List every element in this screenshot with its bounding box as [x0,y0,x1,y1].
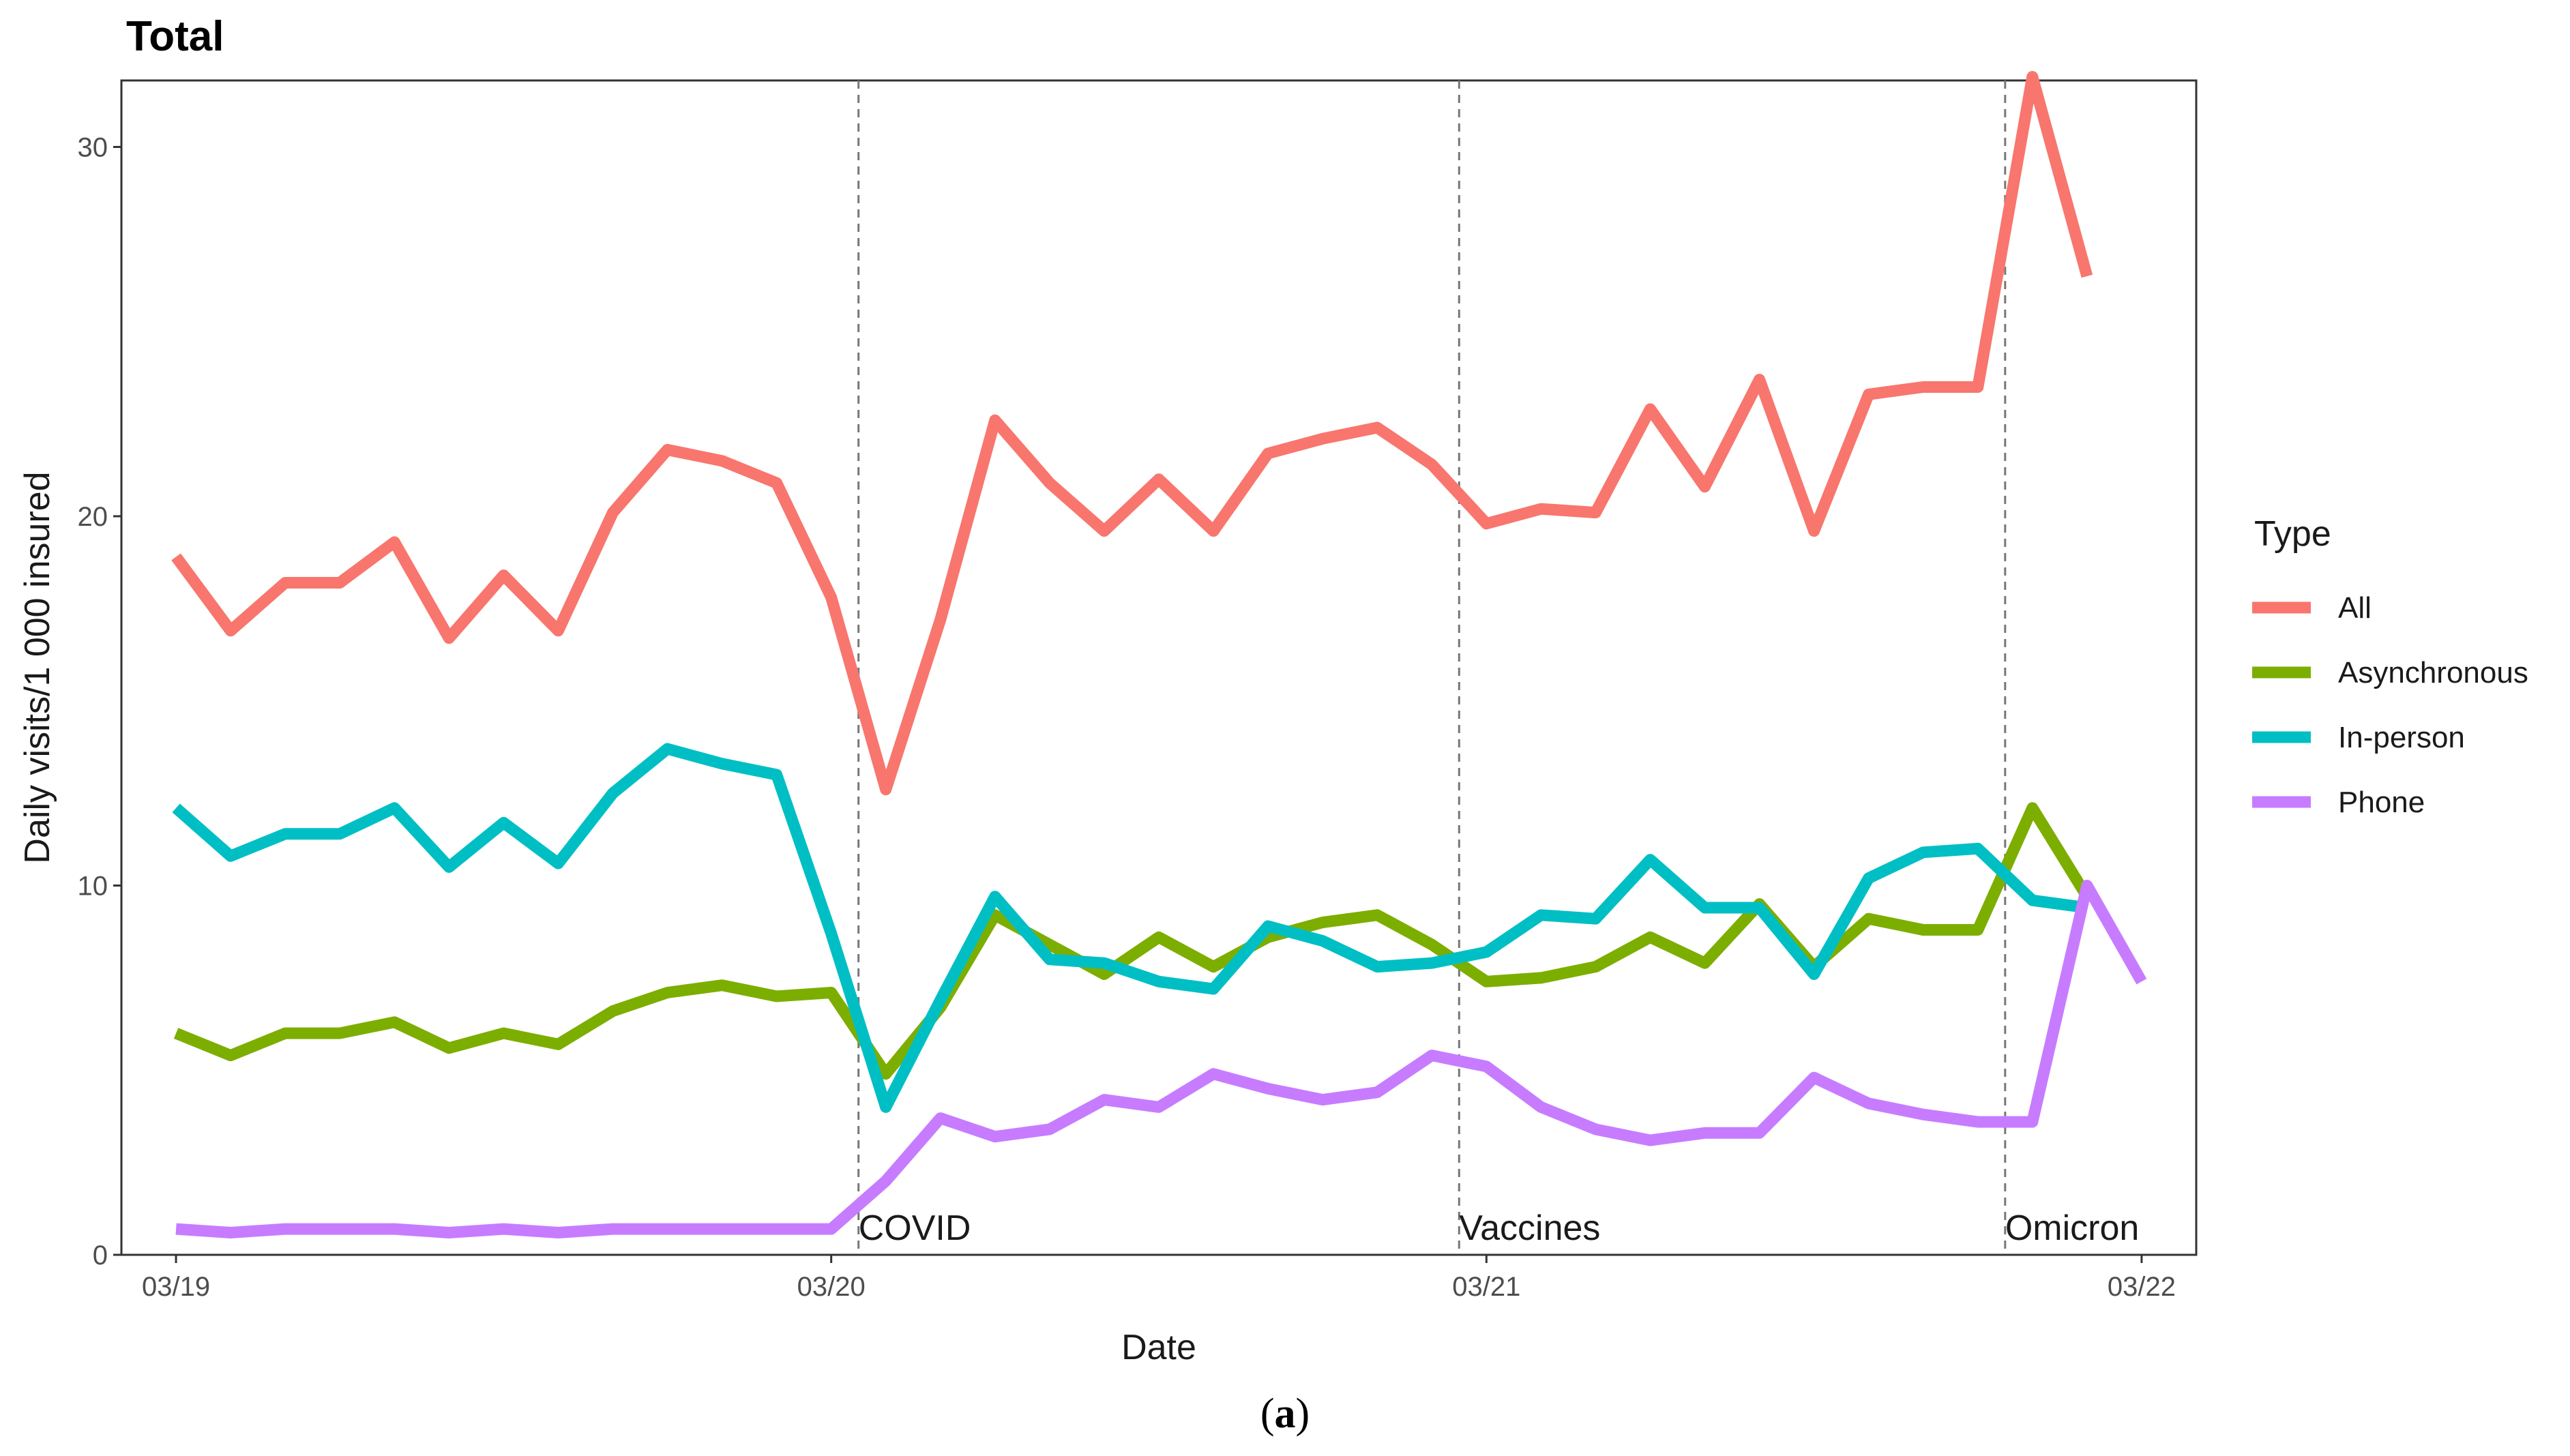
legend-label: Phone [2338,786,2425,819]
series-line [173,802,2093,1080]
series-lines [171,71,2147,1238]
y-tick-label: 10 [78,871,108,901]
caption-letter: a [1275,1391,1296,1437]
plot-area [120,79,2198,1256]
chart-title: Total [126,13,224,60]
event-lines [857,80,2007,1255]
event-label: Omicron [2005,1208,2139,1248]
legend-label: Asynchronous [2338,656,2528,689]
x-tick-label: 03/20 [797,1272,866,1302]
legend-label: All [2338,591,2372,625]
event-label: COVID [859,1208,971,1248]
legend-title: Type [2254,514,2331,554]
x-tick-label: 03/21 [1452,1272,1520,1302]
y-axis-label: Daily visits/1 000 insured [18,471,57,863]
plot-border [120,79,2198,1256]
legend: Type All Asynchronous In-person Phone [2252,514,2528,819]
legend-label: In-person [2338,721,2465,754]
series-line [175,880,2147,1238]
y-axis: 0 10 20 30 [78,132,121,1271]
caption-close: ) [1296,1391,1310,1437]
series-line [172,743,2088,1113]
caption-open: ( [1260,1391,1275,1437]
y-tick-label: 20 [78,502,108,532]
series-line [171,71,2093,796]
x-axis: 03/19 03/20 03/21 03/22 [142,1255,2176,1302]
event-label: Vaccines [1459,1208,1600,1248]
x-tick-label: 03/22 [2108,1272,2176,1302]
x-tick-label: 03/19 [142,1272,210,1302]
x-axis-label: Date [1121,1328,1196,1367]
y-tick-label: 30 [78,132,108,162]
y-tick-label: 0 [93,1240,108,1271]
event-labels: COVID Vaccines Omicron [859,1208,2140,1248]
figure-caption: (a) [1260,1391,1310,1437]
